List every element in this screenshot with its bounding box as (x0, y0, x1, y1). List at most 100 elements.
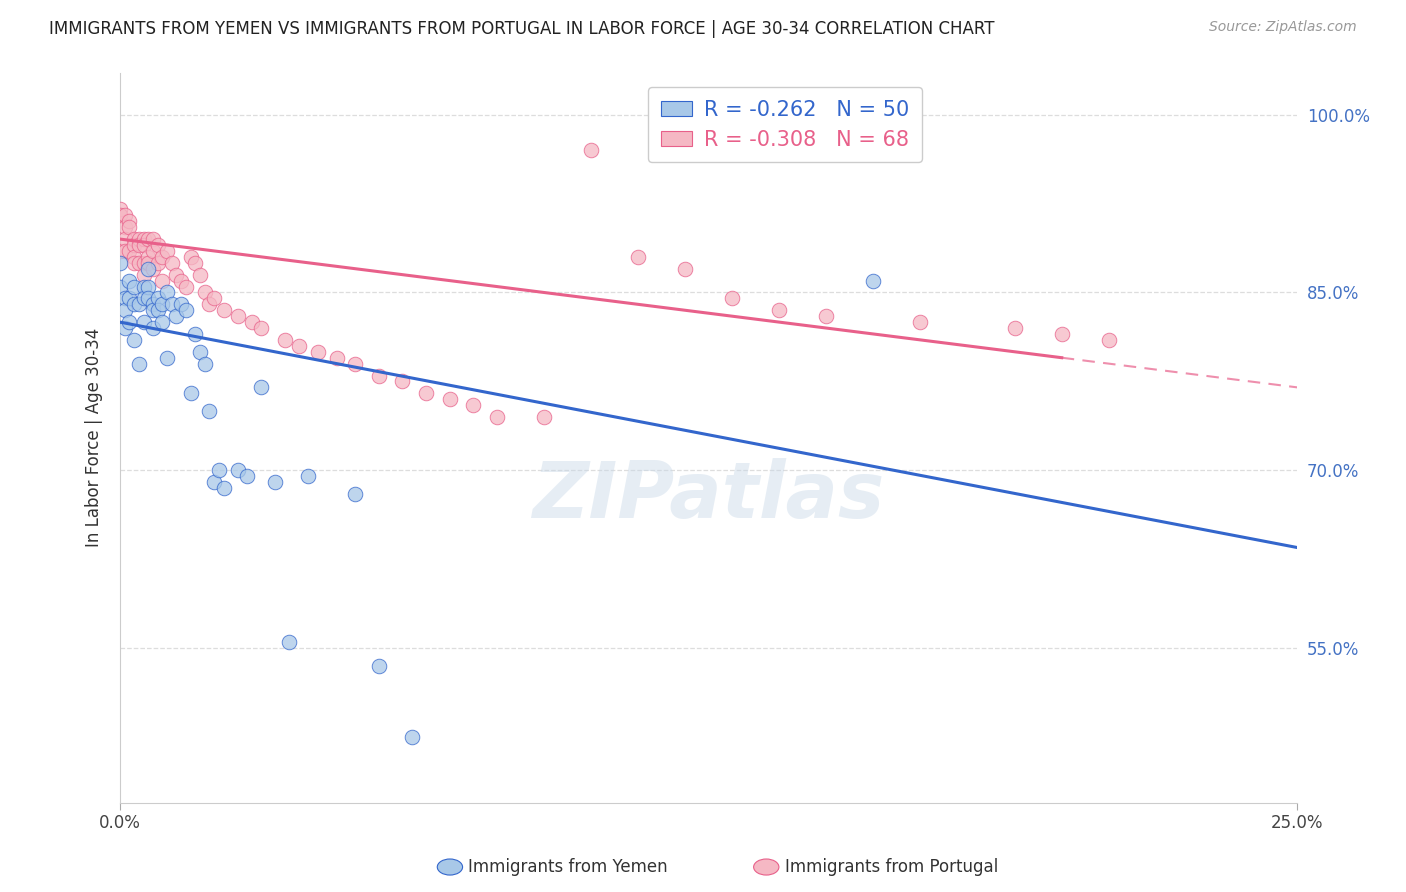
Point (114, 321, 136, 335)
Point (156, 351, 179, 365)
Point (128, 297, 150, 311)
Point (132, 279, 155, 293)
Point (156, 244, 179, 258)
Point (768, 303, 790, 318)
Point (188, 344, 211, 359)
Point (122, 297, 145, 311)
Point (1004, 321, 1026, 335)
Point (579, 143, 602, 157)
Point (236, 469, 259, 483)
Point (118, 244, 141, 258)
Point (415, 386, 437, 401)
Point (391, 375, 413, 389)
Point (108, 202, 131, 217)
Point (368, 659, 391, 673)
Point (184, 256, 207, 270)
Point (150, 315, 173, 329)
Point (146, 238, 169, 252)
Point (166, 309, 188, 323)
Point (150, 297, 173, 311)
Point (344, 487, 367, 501)
Point (721, 292, 744, 306)
Point (198, 404, 221, 418)
Point (142, 261, 165, 276)
Point (150, 250, 173, 264)
Point (114, 208, 136, 222)
Point (401, 731, 423, 745)
Point (108, 244, 131, 258)
Point (344, 357, 367, 371)
Point (194, 357, 217, 371)
Point (108, 256, 131, 270)
Point (118, 292, 141, 306)
Point (226, 309, 249, 323)
Point (325, 351, 347, 365)
Point (136, 250, 159, 264)
Point (533, 410, 555, 425)
Text: IMMIGRANTS FROM YEMEN VS IMMIGRANTS FROM PORTUGAL IN LABOR FORCE | AGE 30-34 COR: IMMIGRANTS FROM YEMEN VS IMMIGRANTS FROM… (49, 20, 994, 37)
Point (142, 244, 165, 258)
Point (174, 303, 197, 318)
Point (128, 256, 150, 270)
Point (118, 315, 141, 329)
Point (122, 232, 145, 246)
Point (136, 256, 159, 270)
Text: Source: ZipAtlas.com: Source: ZipAtlas.com (1209, 20, 1357, 34)
Point (170, 274, 193, 288)
Point (150, 274, 173, 288)
Point (368, 368, 391, 383)
Point (128, 357, 150, 371)
Point (136, 232, 159, 246)
Point (142, 232, 165, 246)
Point (128, 232, 150, 246)
Point (184, 326, 207, 341)
Point (202, 475, 225, 490)
Point (208, 463, 231, 477)
Point (274, 333, 297, 347)
Point (114, 303, 136, 318)
Point (160, 297, 183, 311)
Point (146, 303, 169, 318)
Point (198, 297, 221, 311)
Point (439, 392, 461, 407)
Point (202, 292, 225, 306)
Point (132, 315, 155, 329)
Point (180, 250, 202, 264)
Point (118, 274, 141, 288)
Point (166, 268, 188, 282)
Point (288, 339, 311, 353)
Point (188, 268, 211, 282)
Point (122, 238, 145, 252)
Point (122, 250, 145, 264)
Point (136, 261, 159, 276)
Point (194, 285, 217, 300)
Point (118, 220, 141, 235)
Point (910, 315, 932, 329)
Text: Immigrants from Yemen: Immigrants from Yemen (468, 858, 668, 876)
Point (212, 481, 235, 495)
Point (180, 386, 202, 401)
Point (136, 279, 159, 293)
Point (212, 303, 235, 318)
Text: Immigrants from Portugal: Immigrants from Portugal (785, 858, 998, 876)
Point (108, 279, 131, 293)
Point (156, 285, 179, 300)
Point (132, 256, 155, 270)
Point (108, 208, 131, 222)
Point (463, 398, 485, 412)
Point (142, 297, 165, 311)
Point (114, 244, 136, 258)
Point (226, 463, 249, 477)
Point (815, 309, 838, 323)
Point (114, 292, 136, 306)
Point (307, 344, 329, 359)
Point (278, 635, 301, 649)
Point (174, 279, 197, 293)
Point (264, 475, 287, 490)
Point (1050, 326, 1073, 341)
Point (240, 315, 263, 329)
Point (118, 214, 141, 228)
Point (250, 380, 273, 394)
Point (627, 250, 650, 264)
Point (132, 268, 155, 282)
